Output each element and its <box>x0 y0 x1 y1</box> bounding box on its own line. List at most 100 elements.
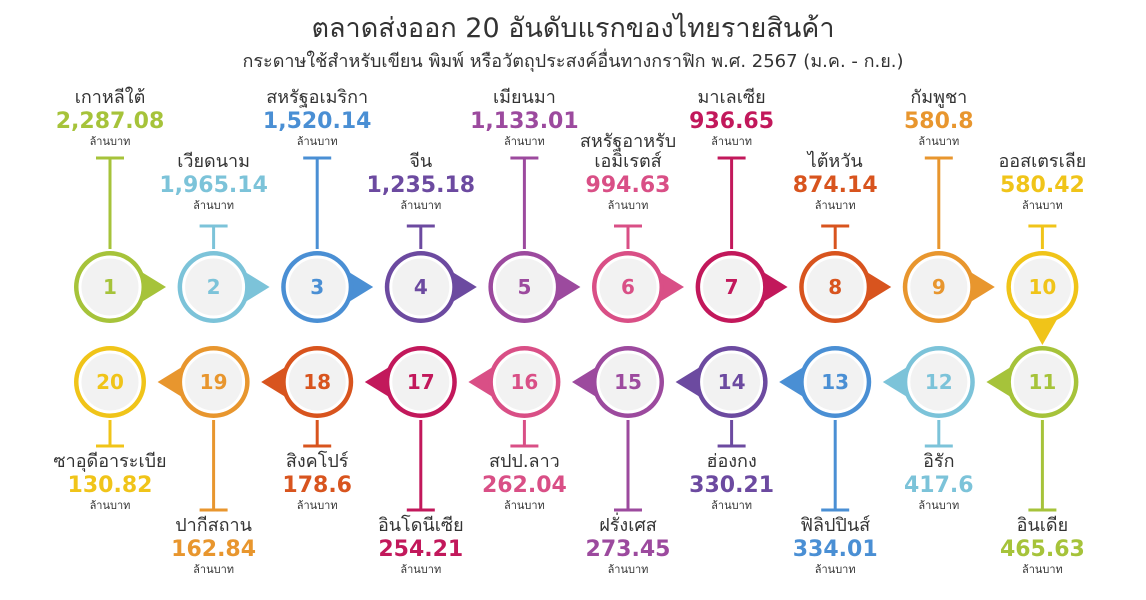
country-name: เมียนมา <box>492 87 556 108</box>
country-name: สหรัฐอาหรับ เอมิเรตส์ <box>579 131 677 172</box>
unit: ล้านบาท <box>89 499 131 512</box>
export-value: 130.82 <box>67 473 153 498</box>
unit: ล้านบาท <box>296 499 338 512</box>
pointer <box>364 366 391 398</box>
country-name: อินโดนีเซีย <box>377 515 464 536</box>
ring-inner <box>596 255 660 319</box>
pointer <box>554 271 581 303</box>
export-value: 162.84 <box>171 537 257 562</box>
country-name: ออสเตรเลีย <box>998 151 1087 172</box>
ring-inner <box>1010 350 1074 414</box>
export-value: 178.6 <box>282 473 352 498</box>
country-name: อิรัก <box>923 451 955 472</box>
pointer <box>865 271 892 303</box>
pointer <box>1026 317 1059 345</box>
export-value: 262.04 <box>481 473 567 498</box>
unit: ล้านบาท <box>1021 563 1063 576</box>
pointer <box>243 271 270 303</box>
export-value: 1,520.14 <box>262 109 372 134</box>
rank: 3 <box>310 275 324 299</box>
rank: 9 <box>932 275 946 299</box>
rank: 20 <box>96 370 124 394</box>
rank: 18 <box>303 370 331 394</box>
export-value: 254.21 <box>378 537 464 562</box>
export-value: 580.8 <box>904 109 974 134</box>
pointer <box>261 366 288 398</box>
pointer <box>986 366 1013 398</box>
unit: ล้านบาท <box>296 135 338 148</box>
rank: 14 <box>718 370 746 394</box>
pointer <box>779 366 806 398</box>
rank: 8 <box>828 275 842 299</box>
unit: ล้านบาท <box>400 199 442 212</box>
unit: ล้านบาท <box>711 499 753 512</box>
export-value: 1,235.18 <box>366 173 476 198</box>
ring-inner <box>492 350 556 414</box>
country-name: ฮ่องกง <box>706 451 757 472</box>
unit: ล้านบาท <box>193 199 235 212</box>
ring-inner <box>78 350 142 414</box>
unit: ล้านบาท <box>503 499 545 512</box>
title: ตลาดส่งออก 20 อันดับแรกของไทยรายสินค้า <box>311 13 835 44</box>
country-name: ปากีสถาน <box>175 515 252 536</box>
ring-inner <box>389 255 453 319</box>
ring-inner <box>285 350 349 414</box>
export-value: 465.63 <box>999 537 1085 562</box>
country-name: เวียดนาม <box>177 151 250 172</box>
ring-inner <box>492 255 556 319</box>
rank: 13 <box>821 370 849 394</box>
export-value: 936.65 <box>689 109 775 134</box>
ring-inner <box>1010 255 1074 319</box>
unit: ล้านบาท <box>503 135 545 148</box>
rank: 4 <box>414 275 428 299</box>
ring-inner <box>78 255 142 319</box>
unit: ล้านบาท <box>193 563 235 576</box>
unit: ล้านบาท <box>607 563 649 576</box>
pointer <box>658 271 684 303</box>
rank: 2 <box>207 275 221 299</box>
export-value: 417.6 <box>904 473 974 498</box>
subtitle: กระดาษใช้สำหรับเขียน พิมพ์ หรือวัตถุประส… <box>242 51 904 72</box>
unit: ล้านบาท <box>1021 199 1063 212</box>
ring-inner <box>700 255 764 319</box>
unit: ล้านบาท <box>607 199 649 212</box>
export-value: 580.42 <box>999 173 1085 198</box>
country-name: ไต้หวัน <box>807 151 863 172</box>
ring-inner <box>182 350 246 414</box>
unit: ล้านบาท <box>400 563 442 576</box>
country-name: จีน <box>409 151 433 172</box>
export-value: 1,965.14 <box>159 173 268 198</box>
export-value: 2,287.08 <box>55 109 165 134</box>
country-name: กัมพูชา <box>910 87 968 108</box>
pointer <box>761 271 788 303</box>
export-value: 994.63 <box>585 173 671 198</box>
pointer <box>157 366 184 398</box>
country-name: อินเดีย <box>1016 515 1069 536</box>
country-name: ฝรั่งเศส <box>599 515 657 536</box>
rank: 10 <box>1028 275 1056 299</box>
ring-inner <box>803 255 867 319</box>
country-name: มาเลเซีย <box>697 87 766 108</box>
unit: ล้านบาท <box>89 135 131 148</box>
ring-inner <box>907 255 971 319</box>
country-name: สปป.ลาว <box>488 451 560 472</box>
pointer <box>450 271 477 303</box>
pointer <box>675 366 702 398</box>
ring-inner <box>803 350 867 414</box>
unit: ล้านบาท <box>918 135 960 148</box>
export-value: 273.45 <box>585 537 671 562</box>
rank: 1 <box>103 275 117 299</box>
rank: 16 <box>510 370 538 394</box>
export-value: 874.14 <box>792 173 878 198</box>
country-name: ฟิลิปปินส์ <box>800 515 871 536</box>
ring-inner <box>389 350 453 414</box>
country-name: ซาอุดีอาระเบีย <box>53 451 167 472</box>
unit: ล้านบาท <box>814 563 856 576</box>
unit: ล้านบาท <box>918 499 960 512</box>
rank: 17 <box>407 370 435 394</box>
country-name: สิงคโปร์ <box>285 451 349 472</box>
country-name: สหรัฐอเมริกา <box>266 87 369 108</box>
export-value: 334.01 <box>792 537 878 562</box>
